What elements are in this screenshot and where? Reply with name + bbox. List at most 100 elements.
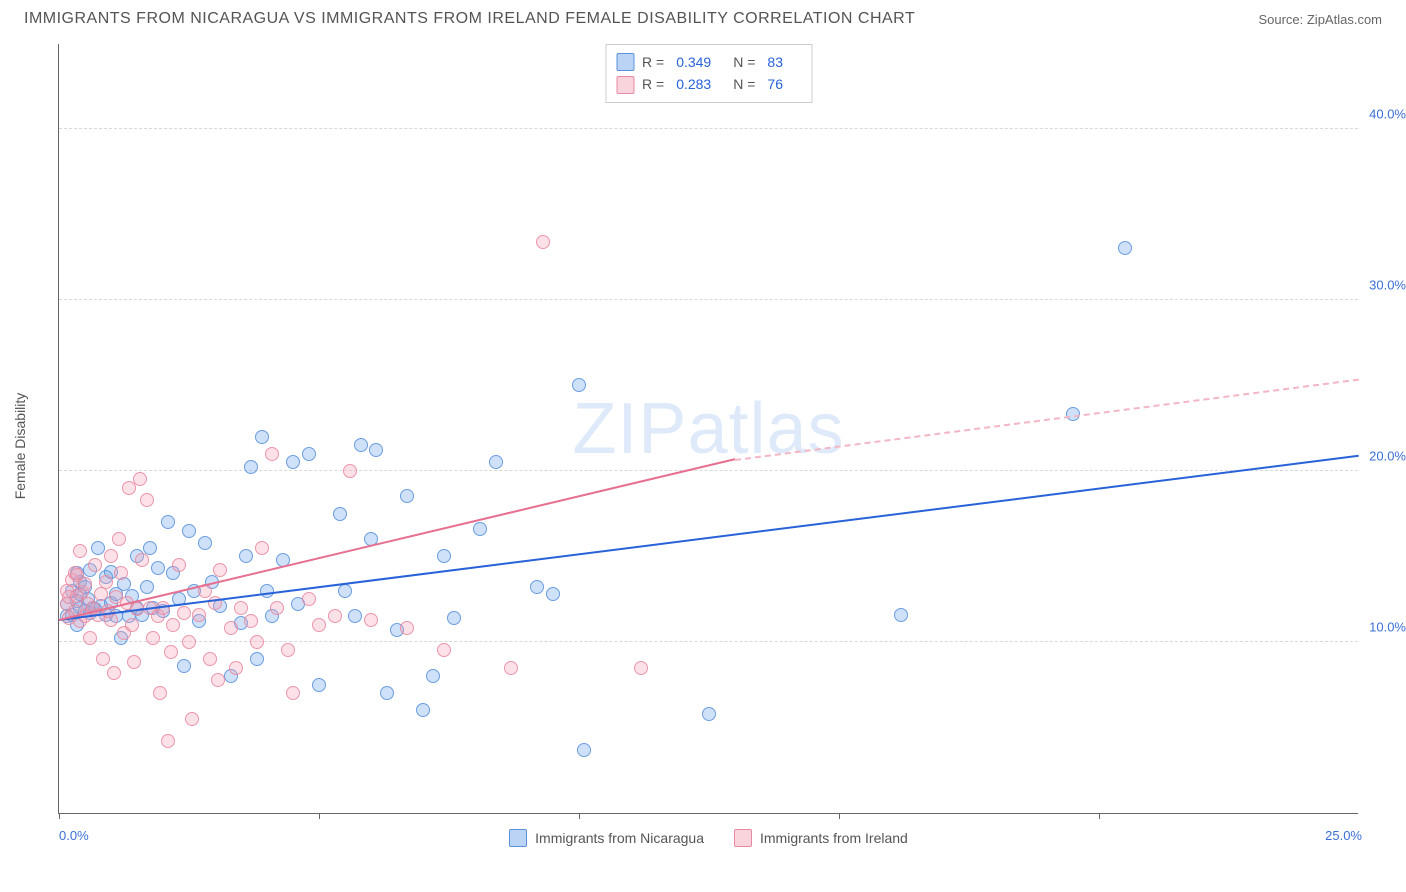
data-point-pink bbox=[213, 563, 227, 577]
data-point-pink bbox=[146, 631, 160, 645]
data-point-pink bbox=[224, 621, 238, 635]
series-label-blue: Immigrants from Nicaragua bbox=[535, 830, 704, 846]
data-point-blue bbox=[312, 678, 326, 692]
data-point-blue bbox=[198, 536, 212, 550]
y-tick-label: 30.0% bbox=[1362, 277, 1406, 292]
data-point-blue bbox=[348, 609, 362, 623]
data-point-blue bbox=[447, 611, 461, 625]
trendline-pink bbox=[59, 459, 735, 622]
chart-header: IMMIGRANTS FROM NICARAGUA VS IMMIGRANTS … bbox=[0, 0, 1406, 36]
data-point-blue bbox=[1118, 241, 1132, 255]
data-point-pink bbox=[192, 608, 206, 622]
data-point-pink bbox=[281, 643, 295, 657]
data-point-pink bbox=[312, 618, 326, 632]
watermark-bold: ZIP bbox=[572, 389, 687, 469]
data-point-blue bbox=[151, 561, 165, 575]
series-legend-pink: Immigrants from Ireland bbox=[734, 829, 908, 847]
trendline-blue bbox=[59, 455, 1359, 621]
data-point-pink bbox=[166, 618, 180, 632]
data-point-pink bbox=[211, 673, 225, 687]
data-point-blue bbox=[286, 455, 300, 469]
data-point-pink bbox=[114, 566, 128, 580]
data-point-pink bbox=[83, 631, 97, 645]
data-point-pink bbox=[343, 464, 357, 478]
data-point-blue bbox=[572, 378, 586, 392]
data-point-pink bbox=[96, 652, 110, 666]
data-point-blue bbox=[702, 707, 716, 721]
data-point-blue bbox=[354, 438, 368, 452]
data-point-pink bbox=[302, 592, 316, 606]
data-point-pink bbox=[104, 549, 118, 563]
data-point-blue bbox=[489, 455, 503, 469]
data-point-pink bbox=[78, 577, 92, 591]
series-label-pink: Immigrants from Ireland bbox=[760, 830, 908, 846]
data-point-blue bbox=[894, 608, 908, 622]
data-point-pink bbox=[634, 661, 648, 675]
legend-row-blue: R = 0.349 N = 83 bbox=[616, 51, 797, 73]
data-point-blue bbox=[530, 580, 544, 594]
data-point-pink bbox=[88, 558, 102, 572]
swatch-blue bbox=[509, 829, 527, 847]
data-point-blue bbox=[426, 669, 440, 683]
data-point-pink bbox=[164, 645, 178, 659]
data-point-pink bbox=[328, 609, 342, 623]
series-legend-blue: Immigrants from Nicaragua bbox=[509, 829, 704, 847]
x-tick bbox=[59, 813, 60, 819]
data-point-blue bbox=[244, 460, 258, 474]
data-point-pink bbox=[125, 618, 139, 632]
data-point-blue bbox=[577, 743, 591, 757]
data-point-pink bbox=[153, 686, 167, 700]
data-point-blue bbox=[177, 659, 191, 673]
data-point-blue bbox=[400, 489, 414, 503]
data-point-blue bbox=[239, 549, 253, 563]
data-point-pink bbox=[270, 601, 284, 615]
data-point-pink bbox=[177, 606, 191, 620]
x-tick bbox=[839, 813, 840, 819]
data-point-pink bbox=[133, 472, 147, 486]
data-point-pink bbox=[255, 541, 269, 555]
y-axis-label: Female Disability bbox=[12, 393, 28, 500]
legend-r-value-blue: 0.349 bbox=[676, 51, 711, 73]
gridline bbox=[59, 128, 1358, 129]
y-tick-label: 20.0% bbox=[1362, 448, 1406, 463]
legend-n-label: N = bbox=[733, 73, 755, 95]
data-point-blue bbox=[333, 507, 347, 521]
trendline-pink-dash bbox=[735, 378, 1359, 460]
series-legend: Immigrants from Nicaragua Immigrants fro… bbox=[59, 829, 1358, 847]
legend-r-label: R = bbox=[642, 73, 664, 95]
data-point-blue bbox=[140, 580, 154, 594]
legend-r-value-pink: 0.283 bbox=[676, 73, 711, 95]
legend-n-value-blue: 83 bbox=[767, 51, 783, 73]
gridline bbox=[59, 299, 1358, 300]
data-point-blue bbox=[255, 430, 269, 444]
data-point-pink bbox=[161, 734, 175, 748]
chart-title: IMMIGRANTS FROM NICARAGUA VS IMMIGRANTS … bbox=[24, 10, 915, 28]
data-point-blue bbox=[260, 584, 274, 598]
source-label: Source: ZipAtlas.com bbox=[1258, 12, 1382, 27]
data-point-blue bbox=[437, 549, 451, 563]
legend-r-label: R = bbox=[642, 51, 664, 73]
data-point-pink bbox=[172, 558, 186, 572]
swatch-pink bbox=[734, 829, 752, 847]
data-point-pink bbox=[286, 686, 300, 700]
data-point-blue bbox=[91, 541, 105, 555]
legend-n-value-pink: 76 bbox=[767, 73, 783, 95]
data-point-pink bbox=[250, 635, 264, 649]
correlation-legend: R = 0.349 N = 83 R = 0.283 N = 76 bbox=[605, 44, 812, 103]
data-point-pink bbox=[112, 532, 126, 546]
data-point-blue bbox=[161, 515, 175, 529]
data-point-pink bbox=[265, 447, 279, 461]
data-point-blue bbox=[416, 703, 430, 717]
data-point-pink bbox=[182, 635, 196, 649]
swatch-pink bbox=[616, 76, 634, 94]
data-point-pink bbox=[140, 493, 154, 507]
x-tick bbox=[1099, 813, 1100, 819]
data-point-pink bbox=[536, 235, 550, 249]
legend-n-label: N = bbox=[733, 51, 755, 73]
data-point-pink bbox=[400, 621, 414, 635]
data-point-blue bbox=[473, 522, 487, 536]
data-point-pink bbox=[504, 661, 518, 675]
x-tick bbox=[319, 813, 320, 819]
data-point-pink bbox=[185, 712, 199, 726]
data-point-pink bbox=[203, 652, 217, 666]
